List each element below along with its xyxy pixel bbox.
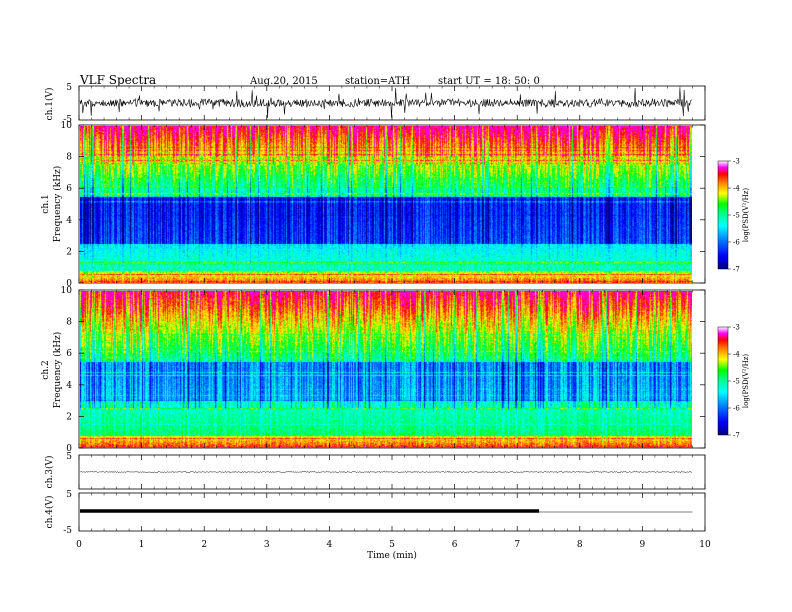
colorbar-tick-label: -6	[733, 239, 740, 247]
colorbar-tick-label: -4	[733, 185, 740, 193]
ch1-colorbar	[717, 160, 729, 270]
x-tick-label: 8	[577, 540, 583, 550]
ch1-waveform-panel: ch.1(V) 5 -5	[44, 83, 706, 125]
ch1-spectrogram-image	[80, 126, 692, 283]
ch2-colorbar-ticks: -3 -4 -5 -6 -7	[728, 324, 740, 440]
ch2-colorbar-label: log(PSD(V²/Hz)	[742, 354, 750, 409]
x-tick-label: 4	[327, 540, 333, 550]
ch2-spectrogram-ylabel: Frequency (kHz)	[52, 332, 63, 409]
figure-title: VLF Spectra	[79, 73, 156, 87]
ch4-ytick-top: 5	[66, 490, 72, 500]
ch3-ytick-top: 5	[66, 452, 72, 462]
ch1-ytick-bottom: -5	[63, 115, 72, 125]
ch1-spectrogram-channel-label: ch.1	[41, 194, 51, 213]
colorbar-tick-label: -6	[733, 405, 740, 413]
colorbar-tick-label: -4	[733, 351, 740, 359]
colorbar-tick-label: -3	[733, 158, 740, 166]
header-date: Aug.20, 2015	[249, 76, 318, 87]
ch1-freq-ticks: 0 2 4 6 8 10	[61, 121, 705, 289]
freq-tick-label: 8	[66, 318, 72, 328]
ch1-ytick-top: 5	[66, 83, 72, 93]
colorbar-tick-label: -7	[733, 266, 740, 274]
freq-tick-label: 2	[66, 412, 72, 422]
freq-tick-label: 0	[66, 279, 72, 289]
colorbar-tick-label: -5	[733, 378, 740, 386]
freq-tick-label: 4	[66, 381, 72, 391]
freq-tick-label: 6	[66, 349, 72, 359]
freq-tick-label: 10	[61, 121, 73, 131]
ch2-spectrogram-channel-label: ch.2	[41, 360, 51, 379]
ch1-colorbar-ticks: -3 -4 -5 -6 -7	[728, 158, 740, 274]
freq-tick-label: 8	[66, 153, 72, 163]
ch1-waveform-ylabel: ch.1(V)	[44, 88, 55, 121]
ch3-waveform-panel: ch.3(V) 5	[44, 452, 706, 490]
ch4-waveform-ylabel: ch.4(V)	[44, 496, 55, 529]
colorbar-tick-label: -3	[733, 324, 740, 332]
header-start-time: start UT = 18: 50: 0	[438, 76, 540, 87]
colorbar-tick-label: -5	[733, 212, 740, 220]
ch2-spectrogram-image	[80, 291, 692, 448]
freq-tick-label: 10	[61, 286, 73, 296]
time-axis-label: Time (min)	[367, 550, 417, 561]
x-tick-label: 6	[452, 540, 458, 550]
ch4-waveform-panel: ch.4(V) 5 -5	[44, 490, 706, 536]
ch1-spectrogram-ylabel: Frequency (kHz)	[52, 166, 63, 243]
ch3-waveform-trace	[79, 470, 692, 474]
freq-tick-label: 0	[66, 444, 72, 454]
time-axis-ticks: 0 1 2 3 4 5 6 7 8 9 10	[76, 86, 711, 550]
x-tick-label: 0	[76, 540, 82, 550]
ch1-waveform-trace	[79, 87, 692, 118]
ch2-colorbar	[717, 326, 729, 436]
x-tick-label: 9	[640, 540, 646, 550]
freq-tick-label: 4	[66, 216, 72, 226]
x-tick-label: 3	[264, 540, 270, 550]
ch1-colorbar-label: log(PSD(V²/Hz)	[742, 188, 750, 243]
colorbar-tick-label: -7	[733, 432, 740, 440]
ch3-waveform-ylabel: ch.3(V)	[44, 456, 55, 489]
x-tick-label: 1	[139, 540, 145, 550]
ch4-ytick-bottom: -5	[63, 526, 72, 536]
ch2-freq-ticks: 0 2 4 6 8 10	[61, 286, 705, 454]
freq-tick-label: 2	[66, 247, 72, 257]
header-station: station=ATH	[345, 76, 411, 87]
x-tick-label: 10	[699, 540, 711, 550]
x-tick-label: 5	[389, 540, 395, 550]
x-tick-label: 2	[201, 540, 207, 550]
freq-tick-label: 6	[66, 184, 72, 194]
x-tick-label: 7	[514, 540, 520, 550]
